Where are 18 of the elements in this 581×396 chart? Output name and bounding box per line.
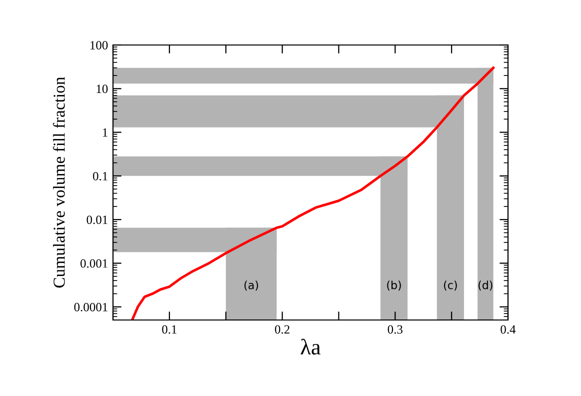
x-tick-label: 0.1 (162, 325, 176, 334)
band-label: (b) (387, 280, 401, 291)
band-label: (d) (478, 280, 492, 291)
x-tick-label: 0.4 (500, 325, 516, 334)
band-label: (c) (444, 280, 457, 291)
y-tick-label: 0.001 (80, 259, 108, 268)
x-tick-label: 0.2 (274, 325, 290, 334)
y-tick-label: 1 (102, 128, 108, 137)
y-tick-label: 0.0001 (74, 302, 108, 312)
x-axis-title: λa (300, 338, 321, 355)
y-axis-title: Cumulative volume fill fraction (52, 76, 65, 288)
y-tick-label: 0.1 (92, 172, 108, 180)
y-tick-label: 0.01 (86, 216, 108, 224)
band-label: (a) (244, 280, 258, 291)
x-tick-label: 0.3 (388, 325, 402, 334)
y-tick-label: 100 (90, 41, 108, 50)
line-series (130, 66, 495, 320)
y-tick-label: 10 (96, 84, 108, 94)
